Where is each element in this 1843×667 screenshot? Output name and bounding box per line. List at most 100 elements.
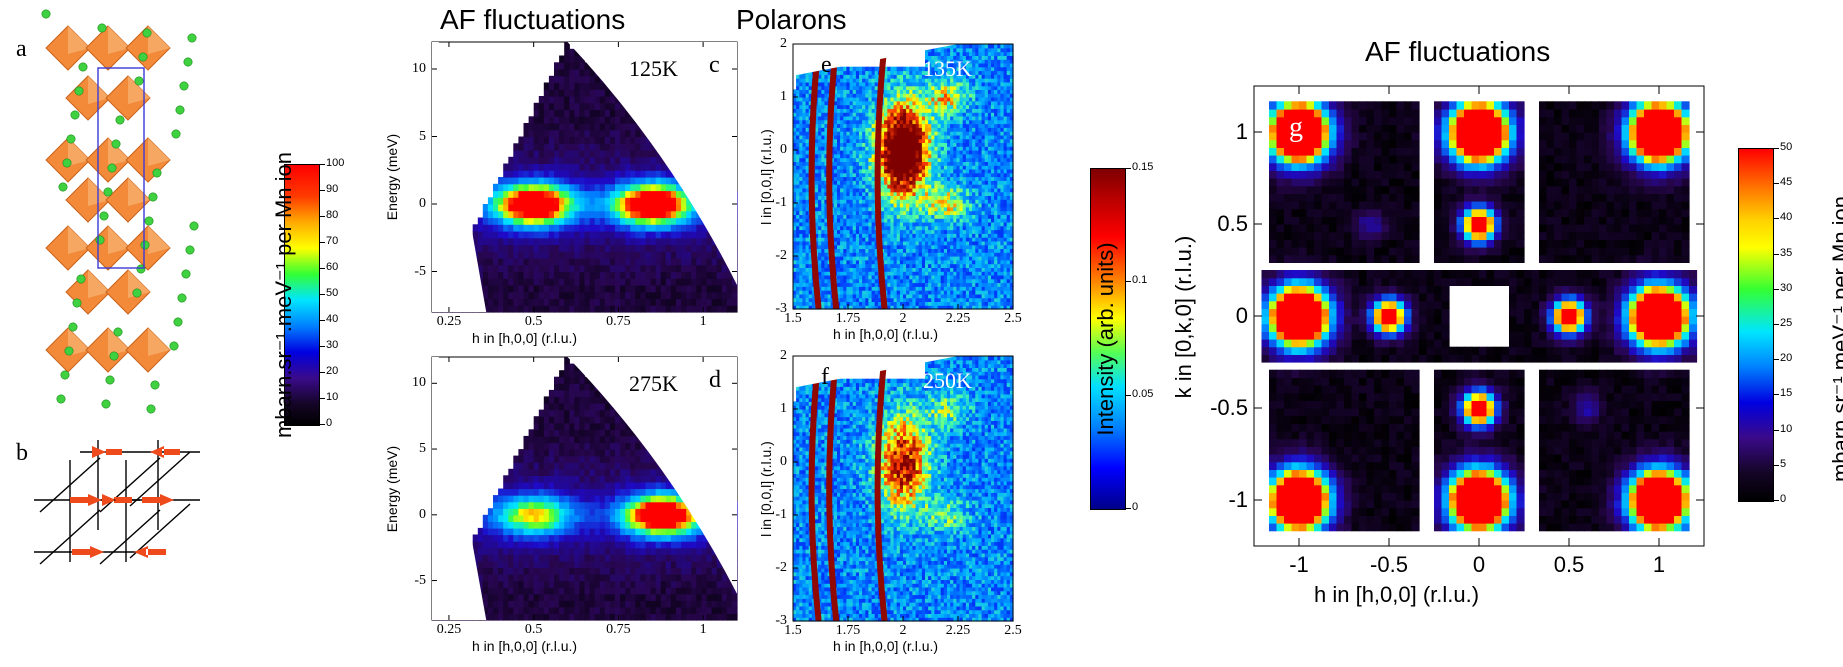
heatmap-cell: [615, 305, 621, 313]
heatmap-cell: [849, 153, 854, 159]
octahedron: [45, 25, 91, 71]
heatmap-cell: [498, 231, 504, 239]
heatmap-cell: [868, 66, 873, 72]
heatmap-cell: [843, 100, 847, 106]
heatmap-cell: [796, 78, 800, 83]
heatmap-cell: [620, 527, 626, 536]
heatmap-cell: [574, 170, 580, 178]
heatmap-cell: [533, 116, 540, 124]
heatmap-cell: [508, 567, 514, 575]
heatmap-cell: [852, 134, 857, 140]
heatmap-cell: [615, 123, 621, 131]
heatmap-cell: [676, 305, 682, 313]
heatmap-cell: [538, 567, 545, 575]
colorbar-tick-mark: [320, 190, 325, 191]
heatmap-cell: [855, 225, 860, 231]
heatmap-cell: [482, 217, 489, 225]
heatmap-cell: [579, 488, 586, 496]
heatmap-cell: [843, 134, 847, 140]
heatmap-cell: [799, 218, 803, 223]
heatmap-cell: [821, 191, 825, 196]
heatmap-cell: [579, 217, 586, 225]
heatmap-cell: [660, 291, 667, 300]
heatmap-cell: [615, 237, 621, 246]
heatmap-cell: [862, 267, 866, 272]
y-tick-label: 5: [419, 441, 426, 457]
heatmap-cell: [824, 225, 829, 231]
heatmap-cell: [528, 129, 535, 138]
heatmap-cell: [805, 153, 810, 159]
heatmap-cell: [487, 567, 494, 575]
heatmap-cell: [569, 587, 575, 595]
heatmap-cell: [843, 274, 847, 280]
heatmap-cell: [564, 396, 570, 404]
heatmap-cell: [640, 278, 647, 286]
heatmap-cell: [849, 263, 854, 268]
heatmap-cell: [564, 150, 570, 158]
heatmap-cell: [579, 210, 586, 219]
heatmap-cell: [635, 231, 641, 239]
heatmap-cell: [681, 501, 687, 509]
heatmap-cell: [815, 176, 819, 181]
heatmap-cell: [859, 157, 863, 162]
heatmap-cell: [640, 462, 647, 470]
heatmap-cell: [821, 305, 825, 310]
heatmap-cell: [821, 214, 825, 219]
heatmap-cell: [650, 244, 657, 252]
heatmap-cell: [808, 267, 813, 272]
heatmap-cell: [523, 183, 530, 192]
heatmap-cell: [594, 156, 601, 165]
heatmap-cell: [564, 170, 570, 178]
heatmap-cell: [855, 134, 860, 140]
heatmap-cell: [518, 593, 525, 601]
heatmap-cell: [793, 267, 797, 272]
heatmap-cell: [796, 297, 800, 302]
heatmap-cell: [846, 301, 851, 306]
heatmap-cell: [574, 217, 580, 225]
heatmap-cell: [849, 172, 854, 178]
heatmap-cell: [696, 285, 702, 293]
heatmap-cell: [665, 574, 672, 582]
atom: [173, 317, 183, 327]
heatmap-cell: [533, 183, 540, 192]
heatmap-cell: [559, 89, 565, 97]
heatmap-cell: [630, 129, 636, 138]
heatmap-cell: [881, 233, 885, 238]
heatmap-cell: [799, 176, 803, 181]
atom: [66, 134, 76, 144]
atom: [113, 327, 123, 337]
heatmap-cell: [696, 278, 702, 286]
heatmap-cell: [493, 593, 499, 601]
heatmap-cell: [609, 258, 616, 266]
heatmap-cell: [584, 129, 591, 138]
heatmap-cell: [691, 600, 697, 608]
heatmap-cell: [799, 97, 803, 102]
heatmap-cell: [630, 163, 636, 171]
heatmap-cell: [818, 225, 822, 231]
heatmap-cell: [840, 301, 844, 306]
heatmap-cell: [855, 290, 860, 295]
heatmap-cell: [574, 554, 580, 562]
heatmap-cell: [554, 442, 560, 450]
heatmap-cell: [640, 183, 647, 192]
heatmap-cell: [609, 244, 616, 252]
heading-polarons: Polarons: [736, 4, 847, 35]
heatmap-cell: [726, 587, 733, 595]
heatmap-cell: [543, 429, 550, 437]
heatmap-cell: [655, 587, 662, 595]
heatmap-cell: [523, 481, 530, 490]
heatmap-cell: [865, 119, 869, 125]
heatmap-cell: [843, 229, 847, 234]
heatmap-cell: [852, 70, 857, 75]
heatmap-cell: [523, 587, 530, 595]
heatmap-cell: [574, 62, 580, 70]
heatmap-cell: [645, 143, 652, 151]
heatmap-cell: [564, 143, 570, 151]
heatmap-cell: [569, 429, 575, 437]
heatmap-cell: [840, 278, 844, 284]
heatmap-cell: [868, 93, 873, 98]
heatmap-cell: [589, 567, 596, 575]
heatmap-cell: [620, 475, 626, 483]
heatmap-cell: [837, 161, 841, 166]
heatmap-cell: [615, 613, 621, 621]
